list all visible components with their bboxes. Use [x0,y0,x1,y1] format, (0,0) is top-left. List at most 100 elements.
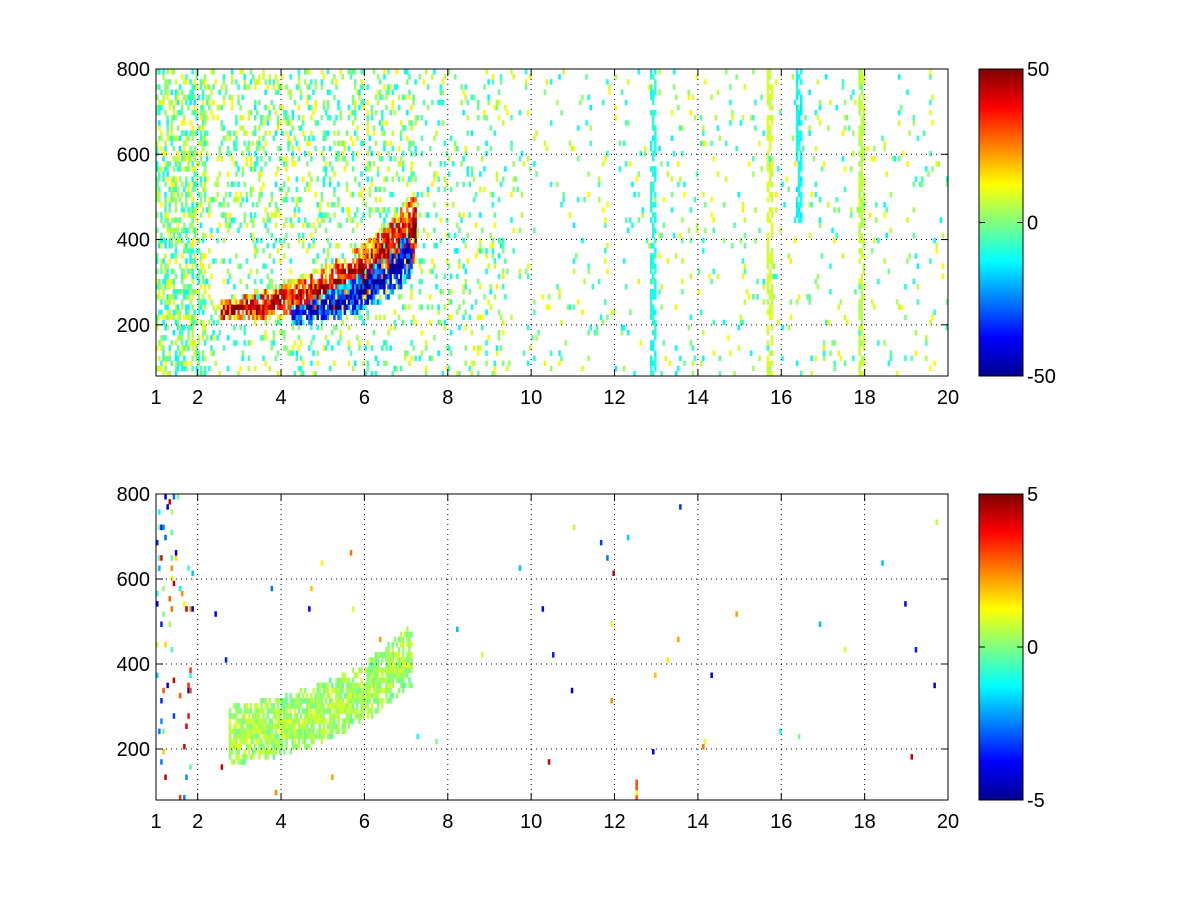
top-heatmap-cell [251,202,255,208]
top-heatmap-cell [203,109,207,116]
bottom-heatmap-cell [264,718,267,724]
top-heatmap-cell [762,283,765,290]
top-heatmap-cell [420,329,424,336]
top-heatmap-cell [687,227,690,234]
top-heatmap-cell [316,360,319,367]
top-heatmap-cell [456,181,459,188]
top-heatmap-cell [408,140,411,147]
top-heatmap-cell [381,273,384,280]
top-heatmap-cell [241,355,244,361]
top-heatmap-cell [414,176,417,182]
bottom-heatmap-cell [289,698,292,704]
top-heatmap-cell [324,314,328,321]
top-heatmap-cell [360,299,363,305]
top-heatmap-cell [766,89,770,95]
top-heatmap-cell [199,84,203,90]
top-heatmap-cell [199,304,203,310]
top-heatmap-cell [199,222,203,228]
top-heatmap-cell [233,309,236,315]
top-heatmap-cell [447,365,451,372]
top-heatmap-cell [470,171,474,177]
top-heatmap-cell [187,161,190,167]
top-heatmap-cell [185,140,188,147]
bottom-heatmap-cell [399,631,403,638]
top-heatmap-cell [491,253,495,259]
bottom-heatmap-cell [235,743,238,750]
top-heatmap-cell [343,140,347,147]
top-heatmap-cell [254,115,257,121]
top-heatmap-cell [741,319,745,326]
top-heatmap-cell [401,253,405,259]
top-heatmap-cell [174,253,178,259]
top-heatmap-cell [181,202,184,208]
bottom-heatmap-cell [362,692,365,699]
top-heatmap-cell [270,191,274,198]
top-heatmap-cell [308,84,311,90]
top-heatmap-cell [203,304,207,310]
top-heatmap-cell [189,248,192,254]
top-heatmap-cell [547,304,551,310]
top-heatmap-cell [433,176,436,182]
top-heatmap-cell [401,161,405,167]
bottom-heatmap-cell [260,708,263,714]
top-x-tick-label: 20 [937,387,959,409]
top-heatmap-cell [412,171,415,177]
top-heatmap-cell [331,283,334,290]
top-heatmap-cell [260,237,263,244]
bottom-heatmap-cell [172,713,176,719]
bottom-heatmap-cell [349,692,353,699]
top-heatmap-cell [414,196,417,203]
top-heatmap-cell [383,360,386,367]
top-heatmap-cell [156,140,159,147]
top-heatmap-cell [768,181,772,188]
top-heatmap-cell [285,115,288,121]
top-heatmap-cell [664,355,667,361]
top-heatmap-cell [389,283,392,290]
top-heatmap-cell [164,202,167,208]
top-heatmap-cell [499,74,503,80]
top-heatmap-cell [354,309,357,315]
top-heatmap-cell [945,176,949,182]
top-heatmap-cell [191,248,194,254]
top-heatmap-cell [191,258,194,264]
bottom-heatmap-cell [247,723,251,729]
top-heatmap-cell [237,99,240,106]
top-heatmap-cell [297,365,301,372]
bottom-heatmap-cell [404,667,407,673]
top-heatmap-cell [266,115,269,121]
top-heatmap-cell [766,289,770,295]
top-heatmap-cell [231,94,234,101]
top-heatmap-cell [176,135,180,141]
top-heatmap-cell [527,273,530,280]
top-heatmap-cell [214,79,217,85]
top-heatmap-cell [587,329,590,336]
top-heatmap-cell [410,232,413,239]
bottom-heatmap-cell [374,692,378,699]
top-heatmap-cell [466,115,469,121]
bottom-heatmap-cell [356,692,359,699]
top-heatmap-cell [652,212,655,218]
bottom-heatmap-cell [358,687,361,694]
top-heatmap-cell [360,268,363,275]
bottom-heatmap-cell [374,708,378,714]
top-heatmap-cell [374,237,378,244]
top-heatmap-cell [737,324,740,331]
top-heatmap-cell [379,253,382,259]
top-heatmap-cell [435,212,438,218]
bottom-heatmap-cell [337,718,340,724]
top-heatmap-cell [228,130,232,136]
top-heatmap-cell [310,340,313,346]
top-heatmap-cell [156,345,159,351]
top-heatmap-cell [297,79,301,85]
top-heatmap-cell [203,79,207,85]
bottom-heatmap-cell [247,743,251,750]
top-heatmap-cell [331,166,334,172]
top-heatmap-cell [358,340,361,346]
top-heatmap-cell [189,253,192,259]
top-heatmap-cell [485,140,488,147]
top-heatmap-cell [366,166,369,172]
top-heatmap-cell [329,309,332,315]
top-heatmap-cell [560,319,563,326]
top-heatmap-cell [222,94,226,101]
top-heatmap-cell [410,222,413,228]
